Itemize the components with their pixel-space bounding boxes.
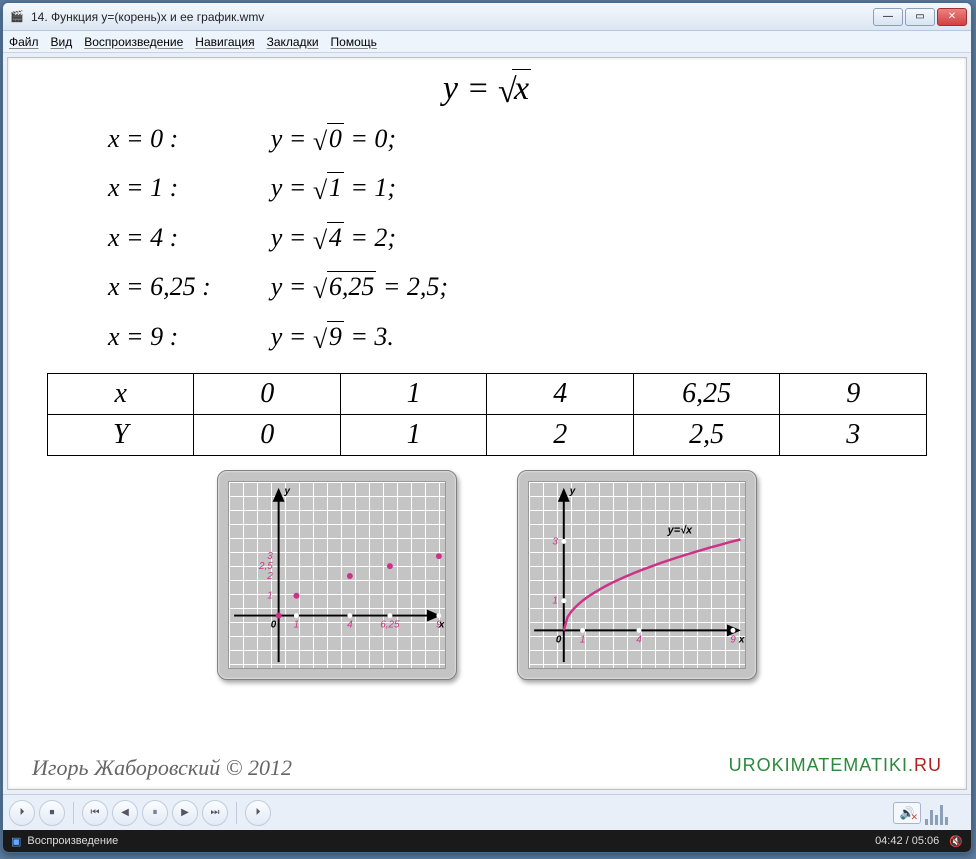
svg-text:3: 3 bbox=[267, 551, 273, 562]
separator bbox=[73, 802, 74, 824]
prev-track-button[interactable]: ⏮ bbox=[82, 800, 108, 826]
svg-text:2,5: 2,5 bbox=[258, 561, 273, 572]
svg-text:9: 9 bbox=[730, 634, 736, 645]
scatter-svg: 146,259122,53xy0 bbox=[229, 482, 445, 668]
svg-text:4: 4 bbox=[347, 619, 353, 630]
video-content: y = x x = 0 : x = 1 : x = 4 : x = 6,25 :… bbox=[7, 57, 967, 790]
x-column: x = 0 : x = 1 : x = 4 : x = 6,25 : x = 9… bbox=[108, 114, 211, 361]
svg-text:y: y bbox=[284, 486, 291, 497]
player-toolbar: ⏵ ⏹ ⏮ ◀ ⏸ ▶ ⏭ ⏵ 🔊✕ bbox=[3, 794, 971, 830]
statusbar: ▣ Воспроизведение 04:42 / 05:06 🔇 bbox=[3, 830, 971, 852]
svg-text:6,25: 6,25 bbox=[380, 619, 400, 630]
svg-text:3: 3 bbox=[552, 536, 558, 547]
status-text: Воспроизведение bbox=[27, 835, 118, 847]
menu-playback[interactable]: Воспроизведение bbox=[84, 35, 183, 49]
eq-y: y = 1 = 1; bbox=[271, 163, 448, 212]
table-row: x0146,259 bbox=[48, 373, 927, 414]
eq-y: y = 4 = 2; bbox=[271, 213, 448, 262]
separator bbox=[236, 802, 237, 824]
window-title: 14. Функция y=(корень)х и ее график.wmv bbox=[31, 10, 873, 24]
pause-button[interactable]: ⏸ bbox=[142, 800, 168, 826]
window-controls: — ▭ ✕ bbox=[873, 8, 967, 26]
svg-text:y: y bbox=[569, 486, 576, 497]
play-button[interactable]: ⏵ bbox=[9, 800, 35, 826]
eq-x-3: x = 6,25 : bbox=[108, 262, 211, 311]
curve-chart: 1 4 9 1 3 y=√x x y 0 bbox=[517, 470, 757, 680]
volume-icon[interactable]: 🔇 bbox=[949, 835, 963, 848]
menubar: Файл Вид Воспроизведение Навигация Закла… bbox=[3, 31, 971, 53]
svg-text:y=√x: y=√x bbox=[667, 524, 693, 536]
scatter-chart: 146,259122,53xy0 bbox=[217, 470, 457, 680]
step-button[interactable]: ⏵ bbox=[245, 800, 271, 826]
svg-text:1: 1 bbox=[294, 619, 300, 630]
next-track-button[interactable]: ⏭ bbox=[202, 800, 228, 826]
menu-help[interactable]: Помощь bbox=[331, 35, 377, 49]
app-icon: 🎬 bbox=[9, 9, 25, 25]
svg-text:x: x bbox=[738, 634, 745, 645]
eq-y: y = 6,25 = 2,5; bbox=[271, 262, 448, 311]
eq-x-2: x = 4 : bbox=[108, 213, 211, 262]
main-equation: y = x bbox=[28, 70, 946, 108]
equalizer-icon bbox=[925, 801, 965, 825]
site-label: UROKIMATEMATIKI.RU bbox=[729, 755, 942, 781]
eq-y: y = 0 = 0; bbox=[271, 114, 448, 163]
eq-y: y = 9 = 3. bbox=[271, 312, 448, 361]
time-display: 04:42 / 05:06 bbox=[875, 835, 939, 847]
slide-footer: Игорь Жаборовский © 2012 UROKIMATEMATIKI… bbox=[28, 755, 946, 781]
svg-text:1: 1 bbox=[552, 596, 558, 607]
app-window: 🎬 14. Функция y=(корень)х и ее график.wm… bbox=[2, 2, 972, 853]
svg-text:x: x bbox=[438, 619, 445, 630]
titlebar: 🎬 14. Функция y=(корень)х и ее график.wm… bbox=[3, 3, 971, 31]
curve-svg: 1 4 9 1 3 y=√x x y 0 bbox=[529, 482, 745, 668]
values-table: x0146,259 Y0122,53 bbox=[47, 373, 927, 456]
menu-bookmarks[interactable]: Закладки bbox=[267, 35, 319, 49]
eq-x-0: x = 0 : bbox=[108, 114, 211, 163]
forward-button[interactable]: ▶ bbox=[172, 800, 198, 826]
svg-text:1: 1 bbox=[580, 634, 586, 645]
rewind-button[interactable]: ◀ bbox=[112, 800, 138, 826]
menu-view[interactable]: Вид bbox=[51, 35, 73, 49]
eq-x-4: x = 9 : bbox=[108, 312, 211, 361]
stop-button[interactable]: ⏹ bbox=[39, 800, 65, 826]
svg-text:0: 0 bbox=[556, 634, 562, 645]
svg-text:1: 1 bbox=[267, 591, 273, 602]
status-icon: ▣ bbox=[11, 835, 21, 848]
svg-text:0: 0 bbox=[271, 619, 277, 630]
equation-rows: x = 0 : x = 1 : x = 4 : x = 6,25 : x = 9… bbox=[28, 114, 946, 361]
table-row: Y0122,53 bbox=[48, 414, 927, 455]
eq-x-1: x = 1 : bbox=[108, 163, 211, 212]
menu-navigation[interactable]: Навигация bbox=[195, 35, 254, 49]
menu-file[interactable]: Файл bbox=[9, 35, 39, 49]
close-button[interactable]: ✕ bbox=[937, 8, 967, 26]
svg-text:2: 2 bbox=[266, 571, 273, 582]
y-column: y = 0 = 0;y = 1 = 1;y = 4 = 2;y = 6,25 =… bbox=[271, 114, 448, 361]
minimize-button[interactable]: — bbox=[873, 8, 903, 26]
svg-text:4: 4 bbox=[636, 634, 642, 645]
maximize-button[interactable]: ▭ bbox=[905, 8, 935, 26]
author-label: Игорь Жаборовский © 2012 bbox=[32, 755, 292, 781]
charts-area: 146,259122,53xy0 14913y=√xxy0 bbox=[28, 470, 946, 680]
mute-button[interactable]: 🔊✕ bbox=[893, 802, 921, 824]
